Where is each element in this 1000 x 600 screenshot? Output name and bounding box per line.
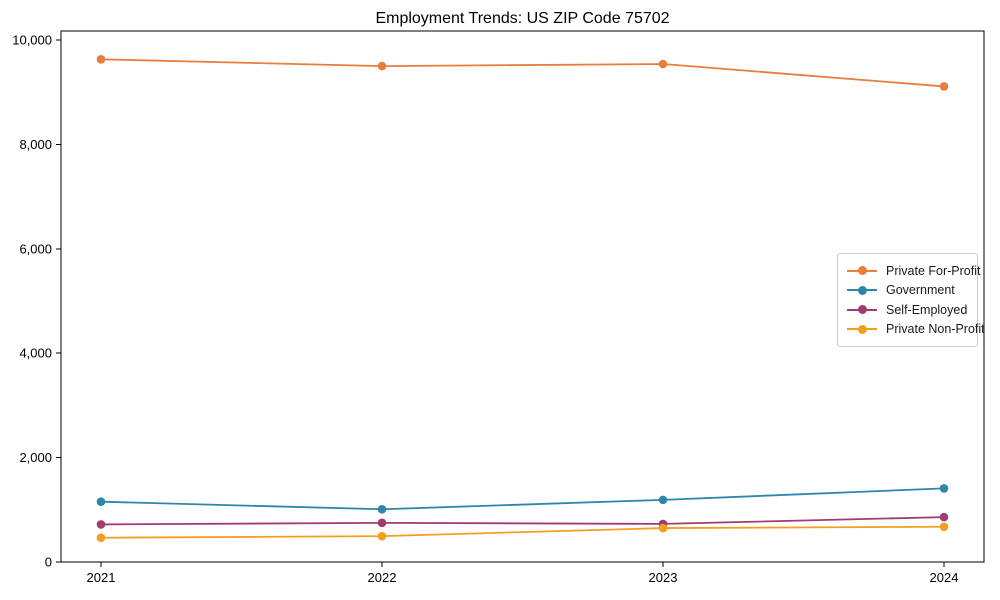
legend-item: Government — [847, 281, 968, 301]
legend-item: Private Non-Profit — [847, 320, 985, 340]
y-tick-label: 8,000 — [19, 137, 52, 152]
legend-marker-icon — [847, 285, 877, 295]
legend-item: Private For-Profit — [847, 261, 980, 281]
series-line-private-non-profit — [100, 525, 945, 539]
data-point-self-employed — [96, 520, 106, 529]
y-tick-label: 10,000 — [12, 33, 52, 48]
legend-label: Government — [886, 283, 955, 298]
legend-marker-icon — [847, 305, 877, 315]
data-point-government — [377, 504, 387, 514]
legend-item: Self-Employed — [847, 300, 968, 320]
data-point-self-employed — [939, 512, 949, 522]
data-point-government — [939, 484, 949, 493]
x-tick-label: 2021 — [87, 570, 116, 585]
x-tick-label: 2024 — [930, 570, 959, 585]
series-line-self-employed — [100, 516, 945, 526]
data-point-private-for-profit — [96, 55, 106, 64]
data-point-private-for-profit — [939, 82, 949, 91]
y-tick-label: 0 — [45, 555, 52, 570]
data-point-self-employed — [377, 518, 387, 528]
legend-box: Private For-Profit Government Self-Employe… — [837, 253, 985, 347]
x-tick-label: 2022 — [368, 570, 397, 585]
legend-dot-icon — [857, 324, 867, 334]
data-point-government — [96, 497, 106, 507]
legend-marker-icon — [847, 266, 877, 276]
y-tick-label: 4,000 — [19, 346, 52, 361]
legend-label: Private For-Profit — [886, 263, 981, 278]
data-point-private-non-profit — [658, 523, 668, 533]
legend-label: Private Non-Profit — [886, 322, 985, 337]
data-point-private-for-profit — [377, 61, 387, 71]
legend-marker-icon — [847, 324, 877, 334]
data-point-private-non-profit — [377, 531, 387, 541]
data-point-private-non-profit — [96, 533, 106, 543]
data-point-government — [658, 495, 668, 505]
y-tick-label: 2,000 — [19, 450, 52, 465]
legend-dot-icon — [857, 285, 867, 295]
y-tick-label: 6,000 — [19, 241, 52, 256]
series-line-government — [100, 487, 945, 511]
legend-dot-icon — [857, 305, 867, 315]
series-line-private-for-profit — [100, 58, 945, 88]
chart-title: Employment Trends: US ZIP Code 75702 — [375, 10, 670, 27]
data-point-private-for-profit — [658, 59, 668, 69]
data-point-private-non-profit — [939, 522, 949, 532]
legend-label: Self-Employed — [886, 302, 968, 317]
axes-frame — [60, 30, 985, 563]
x-tick-label: 2023 — [649, 570, 678, 585]
legend-dot-icon — [857, 266, 867, 276]
